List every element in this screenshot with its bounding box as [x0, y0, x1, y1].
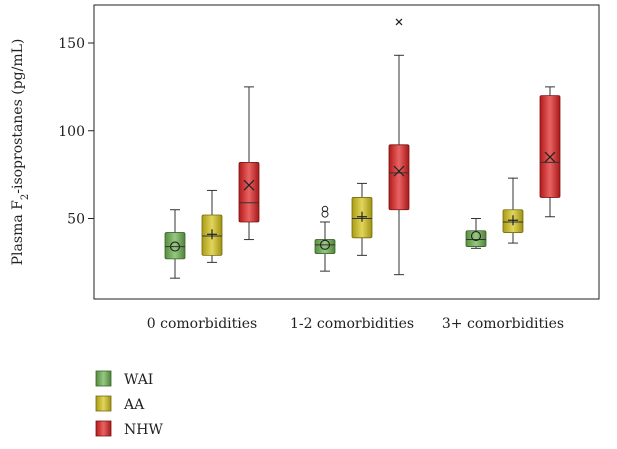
box-nhw-1 — [238, 86, 260, 241]
legend-swatch — [95, 395, 112, 412]
y-tick-label: 100 — [58, 124, 85, 140]
box-wai-3 — [465, 218, 487, 249]
box-nhw-3 — [539, 86, 561, 218]
legend-item-aa: AA — [95, 395, 145, 413]
outlier-marker — [395, 18, 403, 26]
outlier-marker — [321, 205, 329, 218]
box-aa-2 — [351, 182, 373, 256]
legend-label: AA — [123, 397, 145, 413]
plot-frame — [93, 4, 600, 300]
y-axis-label: Plasma F2-isoprostanes (pg/mL) — [10, 39, 31, 266]
box-aa-1 — [201, 189, 223, 263]
box-groups — [164, 18, 561, 279]
legend: WAI AA NHW — [95, 370, 163, 438]
box-wai-1 — [164, 209, 186, 279]
iqr-box — [314, 239, 336, 254]
category-label: 1-2 comorbidities — [290, 316, 414, 332]
iqr-box — [388, 144, 410, 211]
mean-marker — [544, 151, 556, 163]
y-tick-label: 150 — [58, 36, 85, 52]
mean-marker — [243, 179, 255, 191]
legend-item-nhw: NHW — [95, 420, 163, 438]
legend-label: NHW — [124, 422, 163, 438]
mean-marker — [169, 241, 181, 252]
mean-marker — [357, 211, 367, 222]
mean-marker — [508, 215, 518, 226]
category-labels: 0 comorbidities 1-2 comorbidities 3+ comor… — [147, 316, 564, 332]
iqr-box — [164, 232, 186, 260]
iqr-box — [238, 161, 260, 223]
iqr-box — [539, 95, 561, 198]
mean-marker — [470, 231, 482, 242]
legend-swatch — [95, 370, 112, 387]
category-label: 0 comorbidities — [147, 316, 257, 332]
y-axis: 50 100 150 — [58, 36, 94, 228]
iqr-box — [465, 230, 487, 247]
mean-marker — [393, 165, 405, 177]
box-nhw-2 — [388, 18, 410, 276]
box-wai-2 — [314, 205, 336, 272]
category-label: 3+ comorbidities — [442, 316, 564, 332]
y-tick-label: 50 — [67, 212, 85, 228]
box-aa-3 — [502, 177, 524, 244]
mean-marker — [319, 239, 331, 250]
legend-swatch — [95, 420, 112, 437]
legend-item-wai: WAI — [95, 370, 153, 388]
legend-label: WAI — [124, 372, 153, 388]
mean-marker — [207, 229, 217, 240]
